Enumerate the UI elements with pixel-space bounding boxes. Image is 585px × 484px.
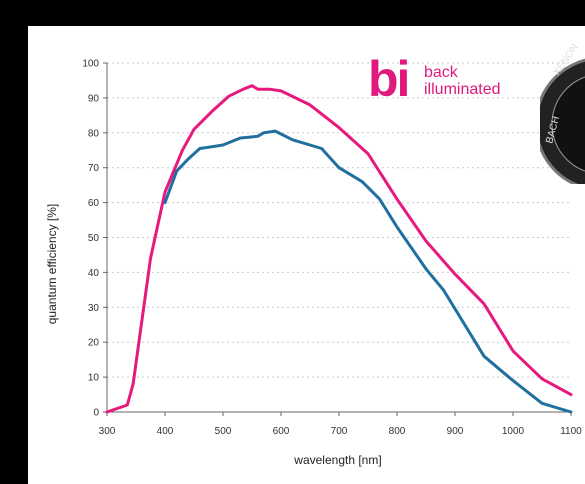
y-tick-label: 70: [88, 163, 100, 174]
y-tick-label: 100: [82, 59, 99, 70]
y-tick-label: 50: [88, 233, 100, 244]
x-tick-label: 800: [389, 426, 406, 437]
y-tick-label: 90: [88, 93, 100, 104]
y-axis-label: quantum efficiency [%]: [45, 204, 59, 325]
chart-frame: 0 10 20 30 40 50 60 70 80 90 100 300 400 500 600 700 800…: [28, 26, 585, 484]
y-tick-label: 30: [88, 303, 100, 314]
badge-mark: bi: [368, 51, 410, 107]
axes: [103, 62, 572, 416]
tick-labels: 0 10 20 30 40 50 60 70 80 90 100 300 400 500 600 700 800…: [82, 59, 582, 438]
series-line-1: [105, 84, 573, 414]
x-tick-label: 600: [273, 426, 290, 437]
x-tick-label: 900: [447, 426, 464, 437]
x-tick-label: 1000: [502, 426, 525, 437]
x-tick-label: 500: [215, 426, 232, 437]
camera-seal-logo: XENON BACH: [540, 42, 585, 184]
series-line-2: [163, 129, 573, 414]
x-tick-label: 300: [99, 426, 116, 437]
x-tick-label: 400: [157, 426, 174, 437]
x-axis-label: wavelength [nm]: [293, 453, 381, 467]
y-tick-label: 60: [88, 198, 100, 209]
y-tick-label: 20: [88, 338, 100, 349]
back-illuminated-badge: bi back illuminated: [368, 54, 508, 106]
quantum-efficiency-chart: 0 10 20 30 40 50 60 70 80 90 100 300 400 500 600 700 800…: [45, 59, 582, 468]
series-lines: [105, 84, 573, 414]
y-tick-label: 40: [88, 268, 100, 279]
y-tick-label: 0: [93, 408, 99, 419]
x-tick-label: 700: [331, 426, 348, 437]
x-tick-label: 1100: [560, 426, 582, 437]
badge-line-1: back: [424, 64, 458, 81]
y-tick-label: 80: [88, 128, 100, 139]
y-tick-label: 10: [88, 373, 100, 384]
badge-line-2: illuminated: [424, 81, 501, 98]
